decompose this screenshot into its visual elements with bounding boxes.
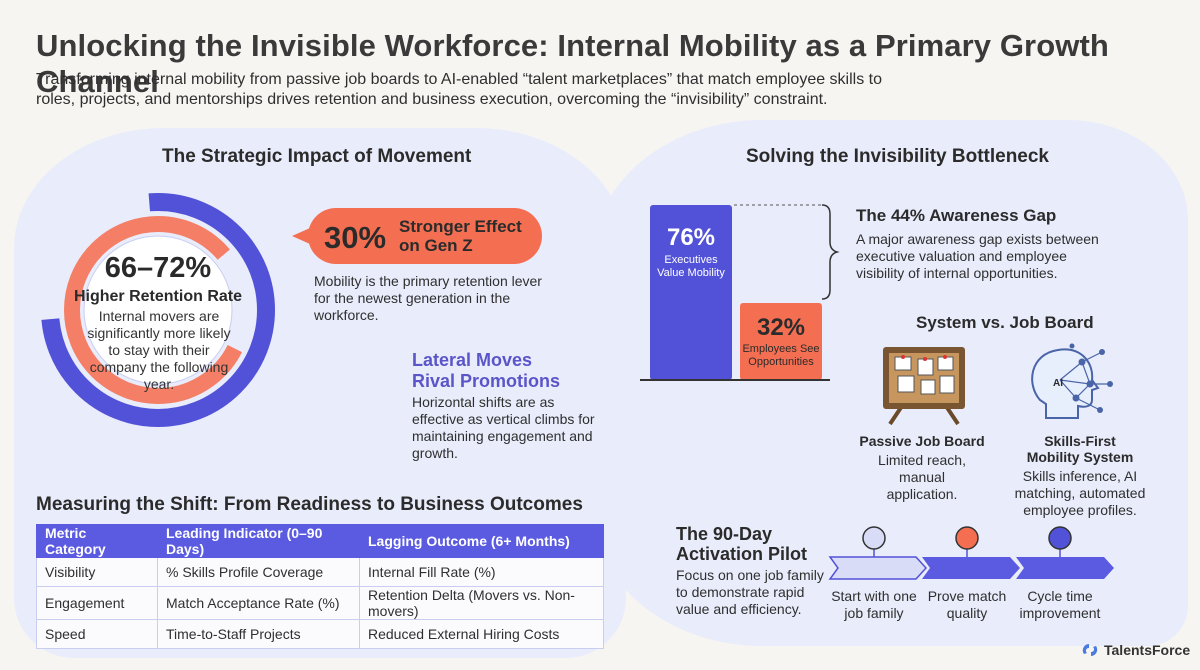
genz-callout-label-line2: on Gen Z <box>399 236 473 255</box>
system-description: Skills inference, AI matching, automated… <box>1014 468 1146 518</box>
executives-bar-value: 76% <box>666 224 716 251</box>
metrics-table-header-row: Metric Category Leading Indicator (0–90 … <box>36 524 604 558</box>
lateral-description: Horizontal shifts are as effective as ve… <box>412 394 595 461</box>
lateral-title-line1: Lateral Moves <box>412 350 533 370</box>
retention-value: 66–72% <box>104 252 212 284</box>
pilot-title-line2: Activation Pilot <box>676 544 808 564</box>
table-row: Engagement Match Acceptance Rate (%) Ret… <box>36 586 604 620</box>
retention-ring-chart <box>40 192 276 428</box>
gap-title: The 44% Awareness Gap <box>856 206 1057 225</box>
table-cell: % Skills Profile Coverage <box>157 557 360 587</box>
column-header: Metric Category <box>36 524 158 558</box>
employees-bar-label: Employees See Opportunities <box>742 343 820 368</box>
page-subtitle: Transforming internal mobility from pass… <box>36 71 883 108</box>
executives-bar-label: Executives Value Mobility <box>657 254 725 279</box>
table-row: Speed Time-to-Staff Projects Reduced Ext… <box>36 619 604 649</box>
pilot-title-line1: The 90-Day <box>676 524 773 544</box>
impact-section-title: The Strategic Impact of Movement <box>162 146 472 167</box>
ring-center-disc <box>83 235 233 385</box>
genz-callout-label-line1: Stronger Effect <box>399 217 522 236</box>
gap-description: A major awareness gap exists between exe… <box>856 231 1099 281</box>
lateral-title-line2: Rival Promotions <box>412 371 561 391</box>
brand-name: TalentsForce <box>1104 642 1191 658</box>
pilot-step-label: Prove match quality <box>927 588 1007 621</box>
pilot-step-arrow <box>1016 557 1114 579</box>
column-header: Leading Indicator (0–90 Days) <box>157 524 360 558</box>
system-title-line1: Skills-First <box>1044 433 1116 449</box>
retention-label: Higher Retention Rate <box>73 288 242 305</box>
pilot-step-label: Start with one job family <box>831 588 917 621</box>
bottleneck-section-title: Solving the Invisibility Bottleneck <box>746 146 1049 167</box>
table-cell: Reduced External Hiring Costs <box>359 619 604 649</box>
genz-description: Mobility is the primary retention lever … <box>314 273 542 323</box>
table-row: Visibility % Skills Profile Coverage Int… <box>36 557 604 587</box>
metrics-table: Metric Category Leading Indicator (0–90 … <box>36 524 604 649</box>
measuring-section-title: Measuring the Shift: From Readiness to B… <box>36 494 583 515</box>
ring-inner-arc <box>64 216 252 404</box>
pilot-step-arrow <box>922 557 1020 579</box>
callout-pointer <box>292 228 310 244</box>
genz-callout-number: 30% <box>324 220 387 255</box>
bar-baseline <box>640 379 830 381</box>
table-cell: Visibility <box>36 557 158 587</box>
ring-outer-gap <box>40 192 276 428</box>
pilot-steps-arrows <box>828 526 1114 580</box>
job-board-description: Limited reach, manual application. <box>878 452 966 502</box>
page-title: Unlocking the Invisible Workforce: Inter… <box>36 28 1109 99</box>
ai-head-icon: AI <box>1031 343 1113 419</box>
talentsforce-logo-icon <box>1082 644 1098 656</box>
system-title-line2: Mobility System <box>1026 449 1134 465</box>
job-board-title: Passive Job Board <box>859 433 985 449</box>
table-cell: Retention Delta (Movers vs. Non-movers) <box>359 586 604 620</box>
gap-brace <box>734 204 840 300</box>
retention-description: Internal movers are significantly more l… <box>87 308 231 392</box>
table-cell: Engagement <box>36 586 158 620</box>
corkboard-icon <box>883 347 965 426</box>
column-header: Lagging Outcome (6+ Months) <box>359 524 604 558</box>
pilot-step-arrow <box>828 556 928 580</box>
table-cell: Time-to-Staff Projects <box>157 619 360 649</box>
genz-callout <box>308 208 542 264</box>
pilot-step-label: Cycle time improvement <box>1019 588 1101 621</box>
pilot-step-marker <box>862 526 886 550</box>
pilot-description: Focus on one job family to demonstrate r… <box>676 567 824 617</box>
table-cell: Speed <box>36 619 158 649</box>
pilot-step-marker <box>1048 526 1072 550</box>
comparison-title: System vs. Job Board <box>916 313 1094 332</box>
ai-icon-label: AI <box>1053 378 1063 389</box>
employees-bar-value: 32% <box>756 314 806 341</box>
table-cell: Match Acceptance Rate (%) <box>157 586 360 620</box>
pilot-step-marker <box>955 526 979 550</box>
table-cell: Internal Fill Rate (%) <box>359 557 604 587</box>
executives-bar <box>650 205 732 380</box>
employees-bar <box>740 303 822 380</box>
